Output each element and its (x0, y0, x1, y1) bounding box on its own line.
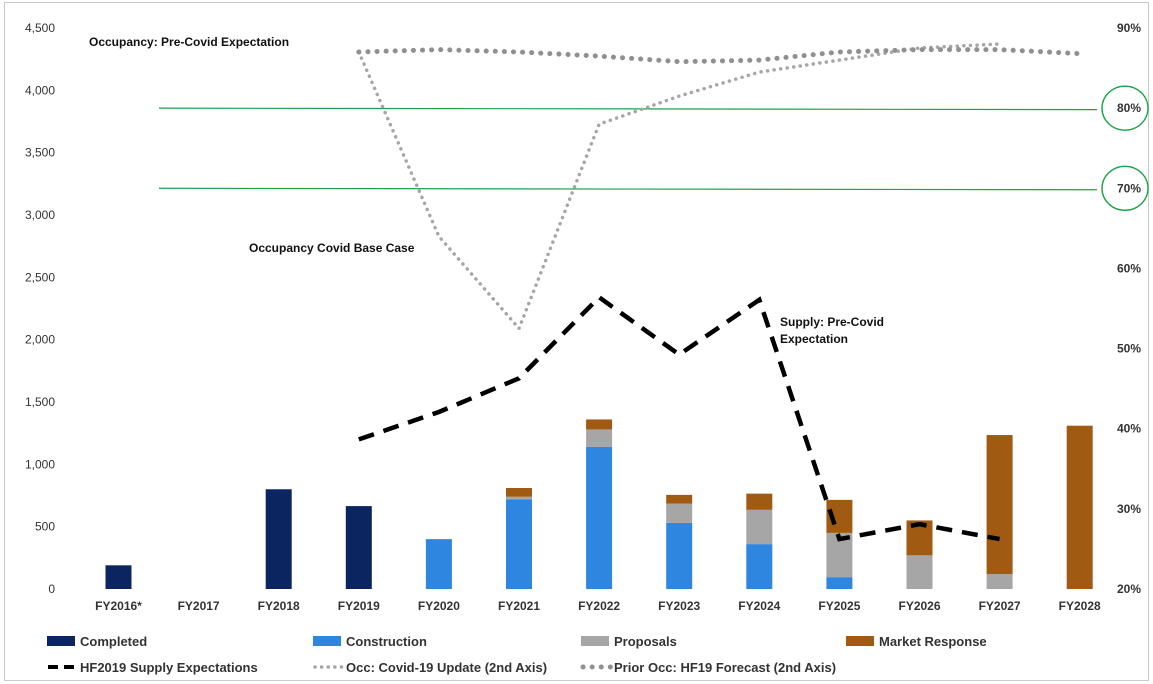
bars (105, 419, 1093, 589)
x-tick-label: FY2027 (979, 599, 1021, 613)
line-occ-covid-19-update-2nd-axis- (357, 42, 1002, 332)
bar-proposals (746, 509, 773, 545)
legend-marker-completed (47, 636, 75, 646)
annotation-text: Occupancy: Pre-Covid Expectation (89, 35, 289, 49)
legend-marker-construction (313, 636, 341, 646)
legend-label: Market Response (879, 634, 987, 649)
y2-tick-label: 50% (1117, 342, 1141, 356)
x-tick-label: FY2022 (578, 599, 620, 613)
y-tick-label: 1,500 (25, 395, 55, 409)
bar-construction (746, 544, 773, 589)
y-tick-label: 2,000 (25, 333, 55, 347)
bar-completed (265, 489, 292, 589)
bar-proposals (986, 574, 1013, 589)
bar-market-response (986, 435, 1013, 575)
x-tick-label: FY2021 (498, 599, 540, 613)
annotation-text: Expectation (780, 332, 848, 346)
bar-market-response (506, 488, 532, 497)
series-lines (356, 42, 1083, 542)
x-tick-label: FY2026 (898, 599, 940, 613)
x-tick-label: FY2023 (658, 599, 700, 613)
y2-tick-label: 60% (1117, 261, 1141, 275)
y2-tick-label: 80% (1117, 101, 1141, 115)
y-tick-label: 3,000 (25, 208, 55, 222)
bar-construction (425, 539, 452, 589)
bar-construction (666, 522, 693, 589)
line-prior-occ-hf19-forecast-2nd-axis- (356, 47, 1083, 65)
bar-construction (826, 577, 853, 589)
annotation-text: Occupancy Covid Base Case (249, 241, 415, 255)
legend: Completed Construction Proposals Market Res… (47, 634, 987, 675)
bar-proposals (906, 555, 933, 589)
x-tick-label: FY2018 (258, 599, 300, 613)
y2-tick-label: 90% (1117, 21, 1141, 35)
y-tick-label: 4,500 (25, 21, 55, 35)
bar-proposals (586, 429, 613, 447)
line-hf2019-supply-expectations (358, 294, 1001, 542)
bar-construction (586, 446, 613, 589)
axes: 0 500 1,000 1,500 2,000 2,500 3,000 3,500 4,000 4… (25, 21, 1141, 613)
annotation-text: Supply: Pre-Covid (780, 315, 884, 329)
reference-lines (158, 85, 1149, 211)
x-tick-label: FY2019 (338, 599, 380, 613)
legend-label: HF2019 Supply Expectations (80, 660, 258, 675)
bar-proposals (506, 496, 532, 500)
reference-line (158, 107, 1098, 111)
reference-circle (1101, 85, 1149, 131)
y-tick-label: 1,000 (25, 457, 55, 471)
y2-tick-label: 40% (1117, 422, 1141, 436)
bar-market-response (586, 419, 613, 430)
bar-market-response (1066, 425, 1093, 589)
legend-label: Occ: Covid-19 Update (2nd Axis) (346, 660, 547, 675)
y-tick-label: 0 (48, 582, 55, 596)
bar-market-response (746, 493, 773, 510)
legend-label: Proposals (614, 634, 677, 649)
y2-tick-label: 20% (1117, 582, 1141, 596)
x-tick-label: FY2028 (1059, 599, 1101, 613)
bar-market-response (666, 494, 693, 504)
y-tick-label: 2,500 (25, 270, 55, 284)
reference-line (158, 187, 1098, 191)
legend-marker-market-response (846, 636, 874, 646)
legend-label: Completed (80, 634, 147, 649)
x-tick-label: FY2024 (738, 599, 780, 613)
x-tick-label: FY2025 (818, 599, 860, 613)
legend-label: Prior Occ: HF19 Forecast (2nd Axis) (614, 660, 836, 675)
bar-construction (506, 499, 532, 589)
y2-tick-label: 30% (1117, 502, 1141, 516)
chart-frame (4, 2, 1149, 681)
legend-label: Construction (346, 634, 427, 649)
y-tick-label: 500 (35, 520, 55, 534)
bar-proposals (666, 503, 693, 523)
bar-completed (105, 565, 132, 589)
annotations: Occupancy: Pre-Covid Expectation Occupanc… (89, 35, 884, 346)
x-tick-label: FY2020 (418, 599, 460, 613)
x-tick-label: FY2016* (95, 599, 142, 613)
y-tick-label: 3,500 (25, 146, 55, 160)
x-tick-label: FY2017 (178, 599, 220, 613)
y2-tick-label: 70% (1117, 181, 1141, 195)
reference-circle (1101, 165, 1149, 211)
y-tick-label: 4,000 (25, 83, 55, 97)
legend-marker-proposals (581, 636, 609, 646)
bar-completed (345, 506, 372, 589)
